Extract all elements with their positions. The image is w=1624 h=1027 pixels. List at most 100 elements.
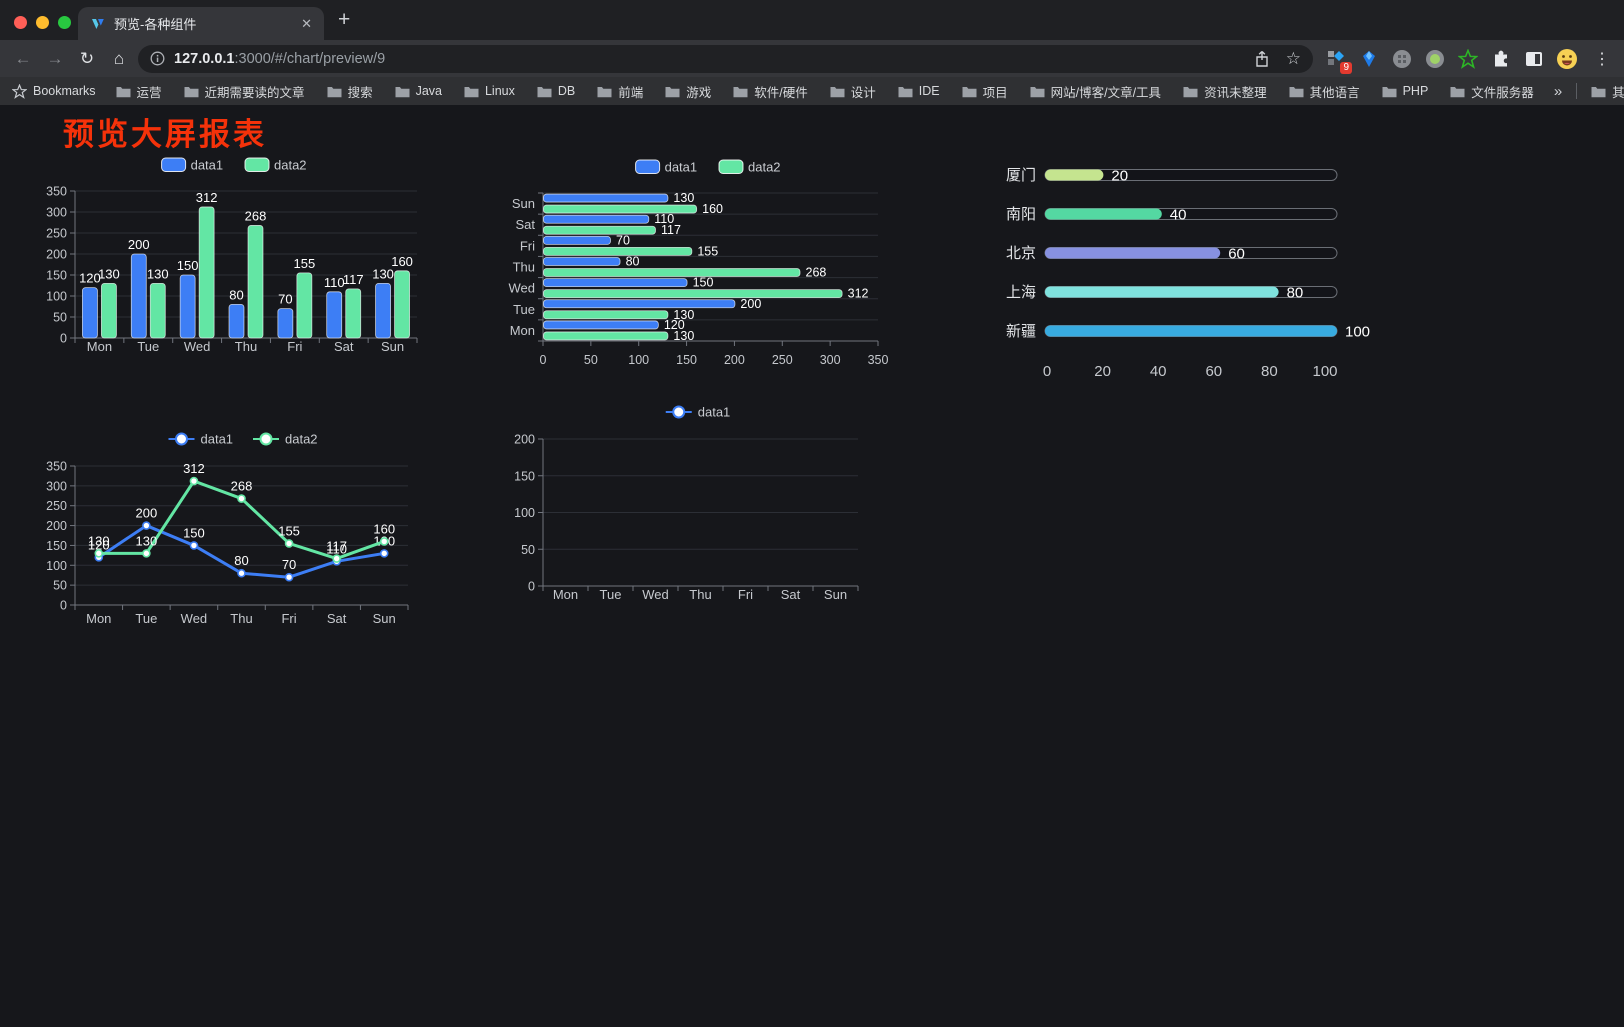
svg-text:Tue: Tue	[137, 339, 159, 354]
chart-line-gradient[interactable]: data1 0 50 100 150 200 Mon Tue Wed Thu Fri Sat Sun	[500, 396, 872, 626]
svg-text:250: 250	[46, 499, 67, 513]
bookmark-folder[interactable]: 运营	[116, 82, 162, 101]
bookmark-folder[interactable]: DB	[537, 84, 575, 98]
svg-text:Sat: Sat	[515, 217, 535, 232]
bookmark-folder[interactable]: 软件/硬件	[733, 82, 808, 101]
bookmark-folder[interactable]: 其他语言	[1289, 82, 1360, 101]
svg-text:40: 40	[1170, 207, 1187, 224]
bookmark-folder[interactable]: 游戏	[665, 82, 711, 101]
svg-text:Tue: Tue	[135, 611, 157, 626]
svg-text:50: 50	[584, 353, 598, 366]
svg-text:150: 150	[46, 539, 67, 553]
svg-text:南阳: 南阳	[1006, 206, 1036, 223]
svg-text:268: 268	[806, 266, 827, 280]
svg-text:300: 300	[46, 479, 67, 493]
svg-text:Tue: Tue	[513, 302, 535, 317]
svg-text:268: 268	[231, 479, 253, 494]
bookmark-folder[interactable]: IDE	[898, 84, 940, 98]
svg-text:350: 350	[46, 185, 67, 199]
bookmark-folder[interactable]: 项目	[962, 82, 1008, 101]
back-button[interactable]: ←	[14, 48, 32, 68]
share-icon[interactable]	[1254, 50, 1270, 68]
tab-close-icon[interactable]: ✕	[301, 15, 312, 31]
svg-text:Sun: Sun	[373, 611, 396, 626]
extension-grid-icon[interactable]: 9	[1325, 48, 1352, 74]
bookmark-folder[interactable]: 前端	[597, 82, 643, 101]
extension-green-star-icon[interactable]	[1457, 48, 1479, 70]
bookmark-folder[interactable]: 搜索	[327, 82, 373, 101]
new-tab-button[interactable]: +	[338, 8, 351, 31]
svg-text:data1: data1	[665, 160, 698, 175]
svg-text:60: 60	[1228, 246, 1245, 263]
svg-text:80: 80	[229, 287, 243, 302]
folder-icon	[898, 86, 913, 97]
svg-text:20: 20	[1111, 168, 1128, 185]
bookmarks-overflow-chevron[interactable]: »	[1553, 82, 1563, 100]
extension-gem-icon[interactable]	[1358, 48, 1380, 70]
sidebar-toggle-icon[interactable]	[1523, 48, 1545, 70]
extension-circle-dot-icon[interactable]	[1424, 48, 1446, 70]
titlebar: 预览-各种组件 ✕ +	[0, 0, 1624, 40]
address-bar[interactable]: 127.0.0.1:3000/#/chart/preview/9 ☆	[138, 44, 1313, 73]
svg-text:200: 200	[514, 433, 535, 447]
bookmark-folder[interactable]: 设计	[830, 82, 876, 101]
chart-line-multi[interactable]: data1 data2 0 50 100 150 200 250 300 350 Mon Tue Wed…	[40, 426, 420, 649]
profile-avatar-emoji[interactable]	[1556, 48, 1578, 70]
bookmark-folder[interactable]: 文件服务器	[1450, 82, 1534, 101]
bookmark-folder[interactable]: 资讯未整理	[1183, 82, 1267, 101]
dashboard-page: 预览大屏报表 data1 data2 0 50 100 150 200 250 300 350 Mo…	[0, 105, 1624, 1027]
svg-text:130: 130	[673, 329, 694, 343]
url-text: 127.0.0.1:3000/#/chart/preview/9	[174, 50, 386, 67]
folder-icon	[327, 86, 342, 97]
folder-icon	[1183, 86, 1198, 97]
tab-favicon-icon	[92, 18, 104, 29]
star-icon	[12, 83, 27, 99]
svg-text:Fri: Fri	[287, 339, 302, 354]
svg-text:117: 117	[326, 539, 347, 554]
folder-icon	[184, 86, 199, 97]
bookmark-star-icon[interactable]: ☆	[1285, 48, 1301, 68]
browser-tab[interactable]: 预览-各种组件 ✕	[78, 7, 324, 40]
bookmark-folder[interactable]: Java	[395, 84, 442, 98]
folder-icon	[537, 86, 552, 97]
svg-text:上海: 上海	[1006, 284, 1036, 301]
chart-bar-horizontal[interactable]: data1 data2 0 50 100 150 200 250 300 350 Sun 130 160…	[500, 151, 892, 371]
bookmarks-bar: Bookmarks 运营 近期需要读的文章 搜索 Java Linux DB 前端 游戏 软件/…	[0, 77, 1624, 105]
bookmark-folder[interactable]: PHP	[1382, 84, 1428, 98]
svg-text:200: 200	[46, 248, 67, 262]
svg-text:Fri: Fri	[738, 587, 753, 602]
bookmarks-manager[interactable]: Bookmarks	[12, 83, 96, 99]
chart-progress-bars[interactable]: 厦门 20 南阳 40 北京 60 上海 80 新疆 100 0 20 40 60 80 100	[1000, 156, 1370, 395]
svg-text:268: 268	[245, 208, 267, 223]
chart-bar-vertical[interactable]: data1 data2 0 50 100 150 200 250 300 350 Mon Tue Wed…	[40, 151, 435, 371]
svg-text:150: 150	[183, 525, 205, 540]
svg-text:50: 50	[53, 311, 67, 325]
extension-circle-cross-icon[interactable]	[1391, 48, 1413, 70]
svg-text:Thu: Thu	[235, 339, 257, 354]
svg-text:312: 312	[183, 461, 205, 476]
svg-text:200: 200	[136, 506, 158, 521]
bookmark-folder[interactable]: 网站/博客/文章/工具	[1030, 82, 1161, 101]
svg-text:200: 200	[740, 297, 761, 311]
site-info-icon[interactable]	[150, 51, 165, 66]
svg-text:Wed: Wed	[184, 339, 211, 354]
folder-icon	[665, 86, 680, 97]
browser-menu-icon[interactable]: ⋮	[1594, 50, 1610, 68]
close-window-button[interactable]	[14, 16, 27, 29]
svg-text:117: 117	[343, 272, 364, 287]
other-bookmarks-folder[interactable]: 其他书签	[1591, 82, 1624, 101]
svg-text:100: 100	[46, 290, 67, 304]
minimize-window-button[interactable]	[36, 16, 49, 29]
bookmark-folder[interactable]: 近期需要读的文章	[184, 82, 305, 101]
maximize-window-button[interactable]	[58, 16, 71, 29]
svg-text:Fri: Fri	[281, 611, 296, 626]
svg-text:150: 150	[46, 269, 67, 283]
svg-text:Thu: Thu	[689, 587, 711, 602]
home-button[interactable]: ⌂	[113, 48, 125, 68]
bookmark-folder[interactable]: Linux	[464, 84, 515, 98]
forward-button[interactable]: →	[46, 48, 64, 68]
reload-button[interactable]: ↻	[79, 48, 95, 68]
svg-text:312: 312	[196, 190, 218, 205]
extension-puzzle-icon[interactable]	[1490, 48, 1512, 70]
